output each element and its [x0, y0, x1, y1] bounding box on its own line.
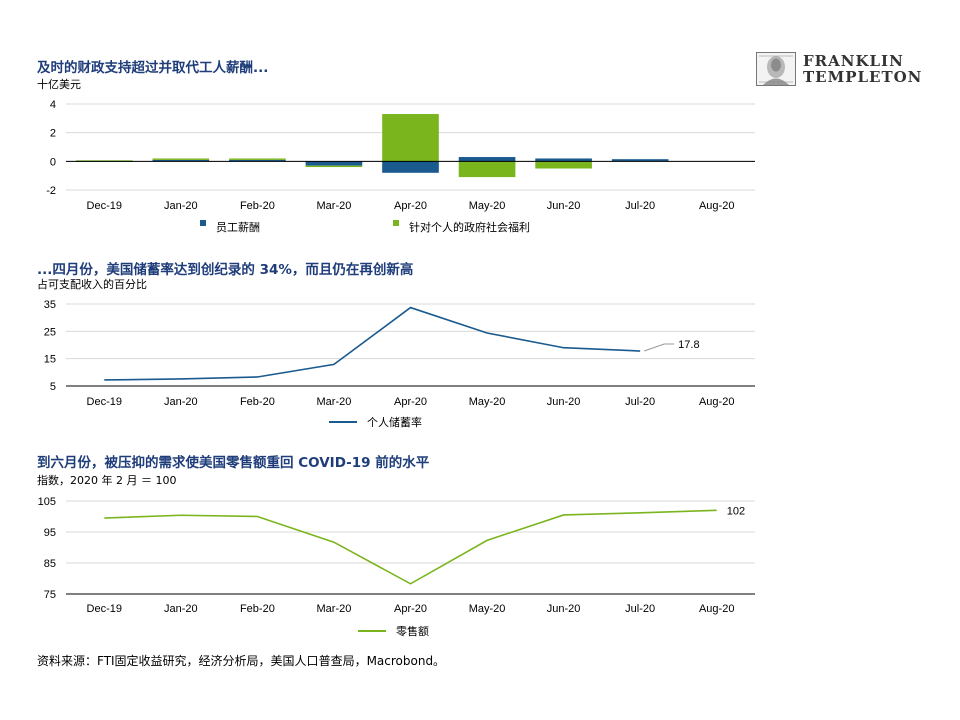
annotation-label: 102: [727, 505, 745, 517]
series-line: [104, 509, 717, 585]
x-tick-label: Mar-20: [317, 200, 352, 212]
annotation-leader: [644, 343, 675, 352]
y-tick-label: 75: [44, 589, 56, 601]
x-tick-label: Jul-20: [625, 396, 655, 408]
y-tick-label: 4: [50, 99, 56, 111]
x-tick-label: Feb-20: [240, 200, 275, 212]
line-chart-retail-sales: 105 95 85 75 Dec-19 Jan-20 Feb-20 Mar-20 Apr-20 M…: [38, 496, 755, 638]
benjamin-franklin-portrait-icon: [756, 52, 796, 86]
chart-2-title: ...四月份，美国储蓄率达到创纪录的 34%，而且仍在再创新高: [37, 262, 414, 278]
source-note: 资料来源：FTI固定收益研究，经济分析局，美国人口普查局，Macrobond。: [37, 654, 446, 668]
x-tick-label: Dec-19: [87, 396, 122, 408]
bar-compensation-Jan-20: [152, 159, 210, 162]
line-chart-savings-rate: 35 25 15 5 Dec-19 Jan-20 Feb-20 Mar-20 Apr-20 May…: [44, 299, 755, 429]
x-tick-label: Jun-20: [547, 603, 581, 615]
y-tick-label: 25: [44, 326, 56, 338]
x-tick-label: Jul-20: [625, 603, 655, 615]
x-tick-label: Jan-20: [164, 603, 198, 615]
legend-label: 零售额: [396, 624, 429, 638]
x-tick-label: May-20: [469, 396, 506, 408]
y-tick-label: 105: [38, 496, 56, 508]
bar-compensation-Apr-20: [382, 161, 439, 173]
series-line: [104, 306, 641, 381]
y-tick-label: 35: [44, 299, 56, 311]
x-tick-label: Jun-20: [547, 396, 581, 408]
legend-swatch: [393, 220, 399, 226]
y-tick-label: 85: [44, 558, 56, 570]
x-tick-label: Aug-20: [699, 200, 734, 212]
y-tick-label: 2: [50, 128, 56, 140]
chart-1-title: 及时的财政支持超过并取代工人薪酬...: [37, 60, 269, 76]
bar-benefits-Jan-20: [152, 158, 210, 160]
x-tick-label: Apr-20: [394, 603, 427, 615]
bar-compensation-May-20: [458, 157, 516, 162]
legend-label: 针对个人的政府社会福利: [409, 220, 530, 234]
x-tick-label: Jan-20: [164, 396, 198, 408]
x-tick-label: Jan-20: [164, 200, 198, 212]
chart-2-unit-label: 占可支配收入的百分比: [37, 278, 147, 291]
franklin-templeton-logo: FRANKLIN TEMPLETON: [756, 52, 926, 88]
y-tick-label: 0: [50, 156, 56, 168]
x-tick-label: Apr-20: [394, 396, 427, 408]
bar-benefits-Jun-20: [535, 161, 592, 169]
y-tick-label: 5: [50, 381, 56, 393]
y-tick-label: 15: [44, 354, 56, 366]
x-tick-label: Mar-20: [317, 603, 352, 615]
chart-3-title: 到六月份，被压抑的需求使美国零售额重回 COVID-19 前的水平: [37, 455, 430, 471]
x-tick-label: May-20: [469, 200, 506, 212]
bar-compensation-Jul-20: [611, 159, 669, 162]
x-tick-label: Mar-20: [317, 396, 352, 408]
legend-label: 个人储蓄率: [367, 415, 422, 429]
bar-compensation-Feb-20: [229, 159, 286, 162]
x-tick-label: Feb-20: [240, 396, 275, 408]
x-tick-label: May-20: [469, 603, 506, 615]
y-tick-label: 95: [44, 527, 56, 539]
x-tick-label: Apr-20: [394, 200, 427, 212]
x-tick-label: Aug-20: [699, 603, 734, 615]
bar-benefits-Apr-20: [382, 114, 439, 162]
legend-label: 员工薪酬: [216, 221, 260, 234]
logo-line-1: FRANKLIN: [803, 52, 904, 70]
bar-compensation-Jun-20: [535, 158, 592, 162]
y-tick-label: -2: [46, 185, 56, 197]
annotation-label: 17.8: [678, 339, 699, 351]
x-tick-label: Dec-19: [87, 603, 122, 615]
x-tick-label: Jun-20: [547, 200, 581, 212]
chart-3-unit-label: 指数，2020 年 2 月 ＝ 100: [37, 474, 177, 487]
x-tick-label: Aug-20: [699, 396, 734, 408]
bar-compensation-Mar-20: [305, 161, 363, 166]
bar-chart-compensation-vs-benefits: 4 2 0 -2 Dec-19 Jan-20 Feb-20 Mar-20 Apr-20 May-2…: [46, 99, 755, 234]
logo-line-2: TEMPLETON: [803, 68, 923, 86]
x-tick-label: Feb-20: [240, 603, 275, 615]
bar-benefits-May-20: [458, 161, 516, 178]
legend-swatch: [200, 220, 206, 226]
x-tick-label: Dec-19: [87, 200, 122, 212]
bar-benefits-Feb-20: [229, 158, 286, 160]
x-tick-label: Jul-20: [625, 200, 655, 212]
chart-1-unit-label: 十亿美元: [37, 78, 81, 91]
bar-benefits-Mar-20: [305, 165, 363, 168]
